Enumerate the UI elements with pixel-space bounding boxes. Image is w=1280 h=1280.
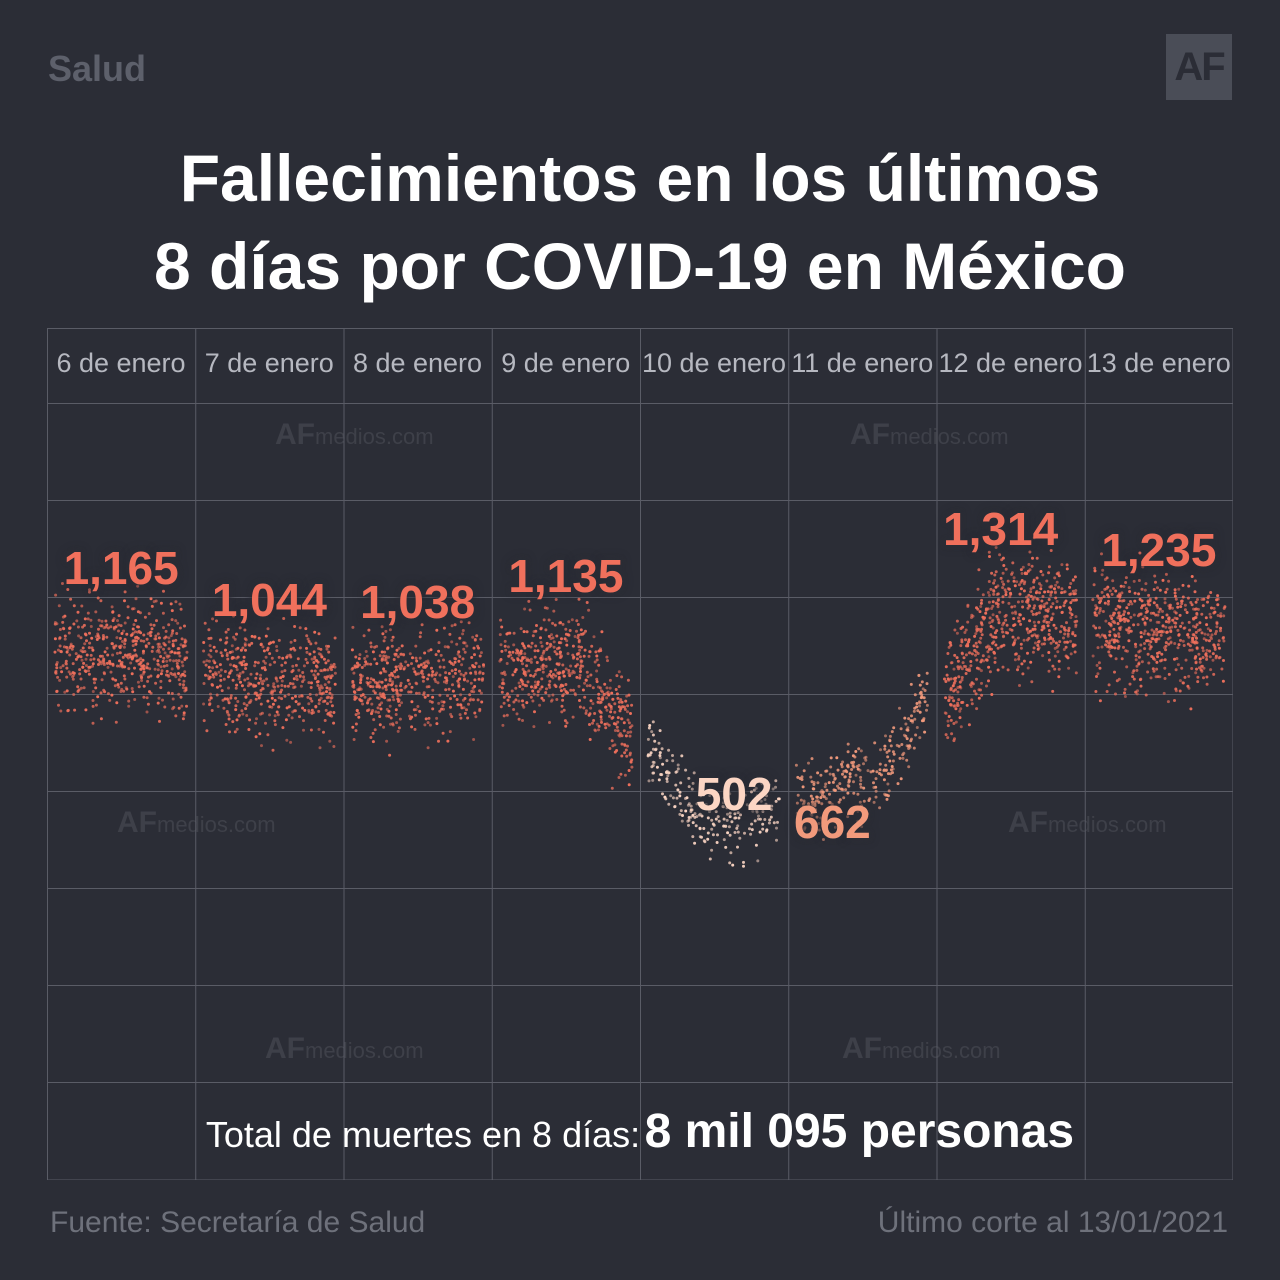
data-label: 1,044	[211, 574, 327, 627]
data-label: 1,165	[63, 542, 179, 595]
tick-label: 7 de enero	[204, 348, 334, 378]
data-label: 1,314	[943, 502, 1059, 555]
data-point-cloud	[794, 671, 929, 841]
data-point-cloud	[202, 614, 337, 752]
tick-label: 6 de enero	[56, 348, 186, 378]
data-point-cloud	[350, 620, 486, 757]
data-point-cloud	[646, 720, 781, 868]
data-label: 1,038	[360, 575, 476, 628]
total-summary: Total de muertes en 8 días: 8 mil 095 pe…	[0, 1104, 1280, 1159]
cutoff-date: Último corte al 13/01/2021	[877, 1206, 1228, 1239]
tick-label: 11 de enero	[791, 348, 934, 378]
data-label: 662	[794, 795, 871, 848]
page-title: Fallecimientos en los últimos 8 días por…	[0, 134, 1280, 310]
dot-cloud	[53, 527, 1227, 868]
source-note: Fuente: Secretaría de Salud	[50, 1206, 426, 1239]
data-point-cloud	[943, 527, 1079, 743]
total-label: Total de muertes en 8 días:	[205, 1114, 641, 1155]
data-point-cloud	[498, 597, 634, 790]
watermark: AFmedios.com	[1008, 806, 1167, 839]
watermark: AFmedios.com	[275, 418, 434, 451]
section-label: Salud	[48, 48, 147, 89]
tick-label: 8 de enero	[352, 348, 483, 378]
title-line-1: Fallecimientos en los últimos	[179, 141, 1101, 215]
data-label: 1,235	[1101, 523, 1217, 576]
tick-label: 13 de enero	[1086, 348, 1231, 378]
tick-label: 9 de enero	[501, 348, 631, 378]
chart-area	[47, 328, 1233, 1180]
af-logo: AF	[1166, 34, 1232, 100]
tick-label: 10 de enero	[641, 348, 787, 378]
tick-label: 12 de enero	[938, 348, 1083, 378]
total-value: 8 mil 095 personas	[644, 1105, 1075, 1158]
watermark: AFmedios.com	[265, 1032, 424, 1065]
watermark: AFmedios.com	[842, 1032, 1001, 1065]
watermark: AFmedios.com	[850, 418, 1009, 451]
data-point-cloud	[1091, 551, 1227, 711]
title-line-2: 8 días por COVID-19 en México	[154, 229, 1126, 303]
chart-grid	[47, 328, 1233, 1180]
watermark: AFmedios.com	[117, 806, 276, 839]
data-label: 502	[695, 767, 773, 820]
data-label: 1,135	[508, 550, 624, 603]
data-point-cloud	[53, 582, 189, 725]
